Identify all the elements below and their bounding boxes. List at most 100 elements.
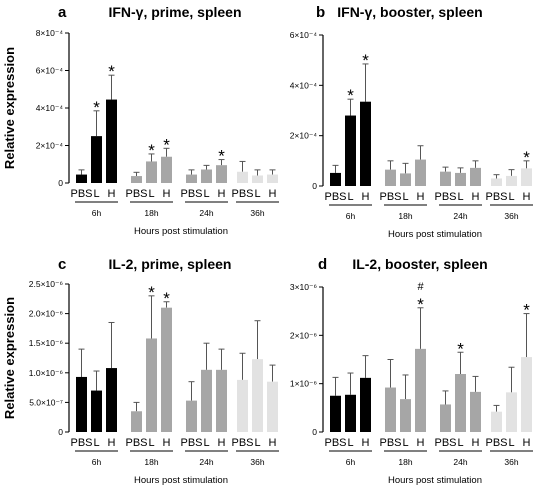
group-label: 6h — [346, 211, 356, 221]
panel-d: d IL-2, booster, spleen 0 1×10⁻⁶ 2×10⁻⁶ 3×10⁻… — [290, 256, 533, 486]
significance-mark: * — [417, 295, 424, 314]
panel-title: IFN-γ, prime, spleen — [108, 4, 241, 20]
bar — [76, 174, 87, 183]
category-label: H — [417, 437, 425, 449]
significance-mark: # — [417, 281, 424, 293]
category-label: H — [108, 437, 116, 449]
y-tick-label: 0 — [312, 427, 317, 437]
panel-letter: a — [58, 4, 67, 21]
group-label: 24h — [199, 208, 213, 218]
bar — [330, 172, 341, 186]
bar-group-24h: PBS L H 24h — [434, 160, 482, 221]
bar — [131, 411, 142, 432]
category-label: L — [203, 188, 209, 200]
category-label: PBS — [70, 437, 92, 449]
category-label: H — [472, 437, 480, 449]
category-label: L — [402, 191, 408, 203]
bar-group-6h: PBS * L * H 6h — [70, 62, 118, 218]
significance-mark: * — [523, 148, 530, 167]
x-axis-title: Hours post stimulation — [388, 475, 482, 486]
significance-mark: * — [93, 98, 100, 117]
bar-group-36h: PBS L H 36h — [231, 160, 279, 218]
group-label: 6h — [92, 457, 102, 467]
category-label: L — [148, 437, 154, 449]
category-label: PBS — [125, 188, 147, 200]
panel-b: b IFN-γ, booster, spleen 0 2×10⁻⁴ 4×10⁻⁴ 6×10… — [290, 4, 533, 240]
bar-group-18h: PBS * L * H 18h — [125, 283, 173, 467]
panel-c: c IL-2, prime, spleen Relative expression 0… — [2, 256, 279, 486]
bar — [201, 369, 212, 432]
bar — [455, 172, 466, 186]
category-label: H — [523, 191, 531, 203]
bar-group-24h: PBS L H 24h — [180, 342, 228, 467]
significance-mark: * — [108, 62, 115, 81]
category-label: L — [457, 191, 463, 203]
category-label: PBS — [180, 437, 202, 449]
group-label: 36h — [250, 457, 264, 467]
bar — [345, 394, 356, 432]
y-tick-label: 2.5×10⁻⁶ — [29, 279, 63, 289]
panel-title: IL-2, prime, spleen — [109, 256, 232, 272]
bar-group-18h: PBS * L * H 18h — [125, 135, 173, 218]
y-tick-label: 4×10⁻⁴ — [290, 80, 318, 90]
bar — [470, 391, 481, 432]
category-label: H — [523, 437, 531, 449]
bar — [400, 399, 411, 432]
bar — [385, 387, 396, 432]
bar — [267, 174, 278, 183]
bar-group-18h: PBS L # * H 18h — [379, 281, 427, 467]
bar — [237, 171, 248, 183]
bar — [76, 376, 87, 432]
bar — [345, 115, 356, 186]
bar — [252, 359, 263, 432]
category-label: L — [203, 437, 209, 449]
bar — [360, 101, 371, 186]
y-tick-label: 8×10⁻⁴ — [36, 28, 64, 38]
y-tick-label: 4×10⁻⁴ — [36, 103, 64, 113]
category-label: H — [108, 188, 116, 200]
bar — [470, 167, 481, 186]
category-label: L — [508, 437, 514, 449]
category-label: PBS — [434, 191, 456, 203]
bar — [252, 175, 263, 183]
category-label: H — [362, 437, 370, 449]
bar-group-6h: PBS L H 6h — [324, 355, 372, 467]
bar — [415, 159, 426, 186]
significance-mark: * — [148, 141, 155, 160]
y-tick-label: 6×10⁻⁴ — [290, 30, 318, 40]
bar — [360, 377, 371, 432]
significance-mark: * — [163, 135, 170, 154]
group-label: 24h — [453, 457, 467, 467]
significance-mark: * — [362, 51, 369, 70]
bar — [455, 374, 466, 432]
bar — [201, 169, 212, 183]
group-label: 18h — [398, 457, 412, 467]
group-label: 18h — [398, 211, 412, 221]
y-tick-label: 6×10⁻⁴ — [36, 66, 64, 76]
bar — [506, 175, 517, 186]
group-label: 36h — [250, 208, 264, 218]
y-tick-label: 2×10⁻⁴ — [36, 141, 64, 151]
y-tick-label: 1×10⁻⁶ — [290, 379, 317, 389]
bar — [415, 348, 426, 432]
bar — [91, 136, 102, 183]
bar-group-6h: PBS L H 6h — [70, 321, 118, 467]
group-label: 36h — [504, 457, 518, 467]
category-label: PBS — [324, 437, 346, 449]
y-tick-label: 0 — [312, 181, 317, 191]
bar-group-36h: PBS L * H 36h — [485, 148, 533, 221]
category-label: L — [148, 188, 154, 200]
x-axis-title: Hours post stimulation — [134, 475, 228, 486]
bar-group-24h: PBS * L H 24h — [434, 339, 482, 467]
significance-mark: * — [218, 147, 225, 166]
bar — [267, 381, 278, 432]
category-label: H — [163, 188, 171, 200]
y-tick-label: 2×10⁻⁶ — [290, 330, 317, 340]
bar — [186, 174, 197, 183]
category-label: PBS — [70, 188, 92, 200]
category-label: L — [254, 188, 260, 200]
bar — [330, 395, 341, 432]
category-label: H — [218, 188, 226, 200]
bar — [506, 392, 517, 432]
